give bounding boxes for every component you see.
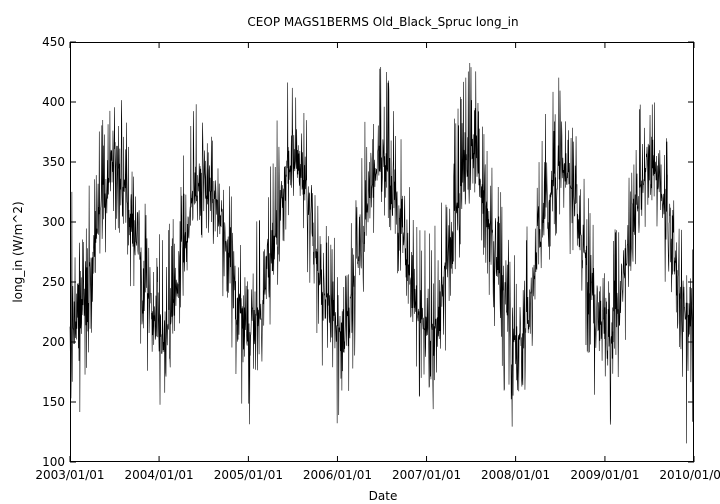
y-tick-label: 100 bbox=[42, 455, 65, 469]
x-tick-label: 2009/01/01 bbox=[570, 468, 639, 482]
y-tick-label: 150 bbox=[42, 395, 65, 409]
y-tick-label: 400 bbox=[42, 95, 65, 109]
y-tick-label: 200 bbox=[42, 335, 65, 349]
x-tick-label: 2006/01/01 bbox=[303, 468, 372, 482]
y-tick-label: 300 bbox=[42, 215, 65, 229]
x-tick-label: 2008/01/01 bbox=[481, 468, 550, 482]
x-tick-label: 2005/01/01 bbox=[214, 468, 283, 482]
y-tick-label: 250 bbox=[42, 275, 65, 289]
plot-area bbox=[69, 62, 694, 444]
y-axis-label: long_in (W/m^2) bbox=[11, 201, 25, 302]
chart-title: CEOP MAGS1BERMS Old_Black_Spruc long_in bbox=[247, 15, 518, 29]
long-in-series-line bbox=[69, 62, 694, 444]
y-axis: 100 150 200 250 300 350 400 450 bbox=[42, 35, 694, 469]
x-tick-label: 2003/01/01 bbox=[35, 468, 104, 482]
x-axis-label: Date bbox=[369, 489, 398, 503]
y-tick-label: 350 bbox=[42, 155, 65, 169]
y-tick-label: 450 bbox=[42, 35, 65, 49]
x-axis: 2003/01/01 2004/01/01 2005/01/01 2006/01/01… bbox=[35, 42, 720, 482]
plot-frame bbox=[70, 42, 694, 462]
x-tick-label: 2010/01/01 bbox=[659, 468, 720, 482]
x-tick-label: 2004/01/01 bbox=[124, 468, 193, 482]
x-tick-label: 2007/01/01 bbox=[392, 468, 461, 482]
